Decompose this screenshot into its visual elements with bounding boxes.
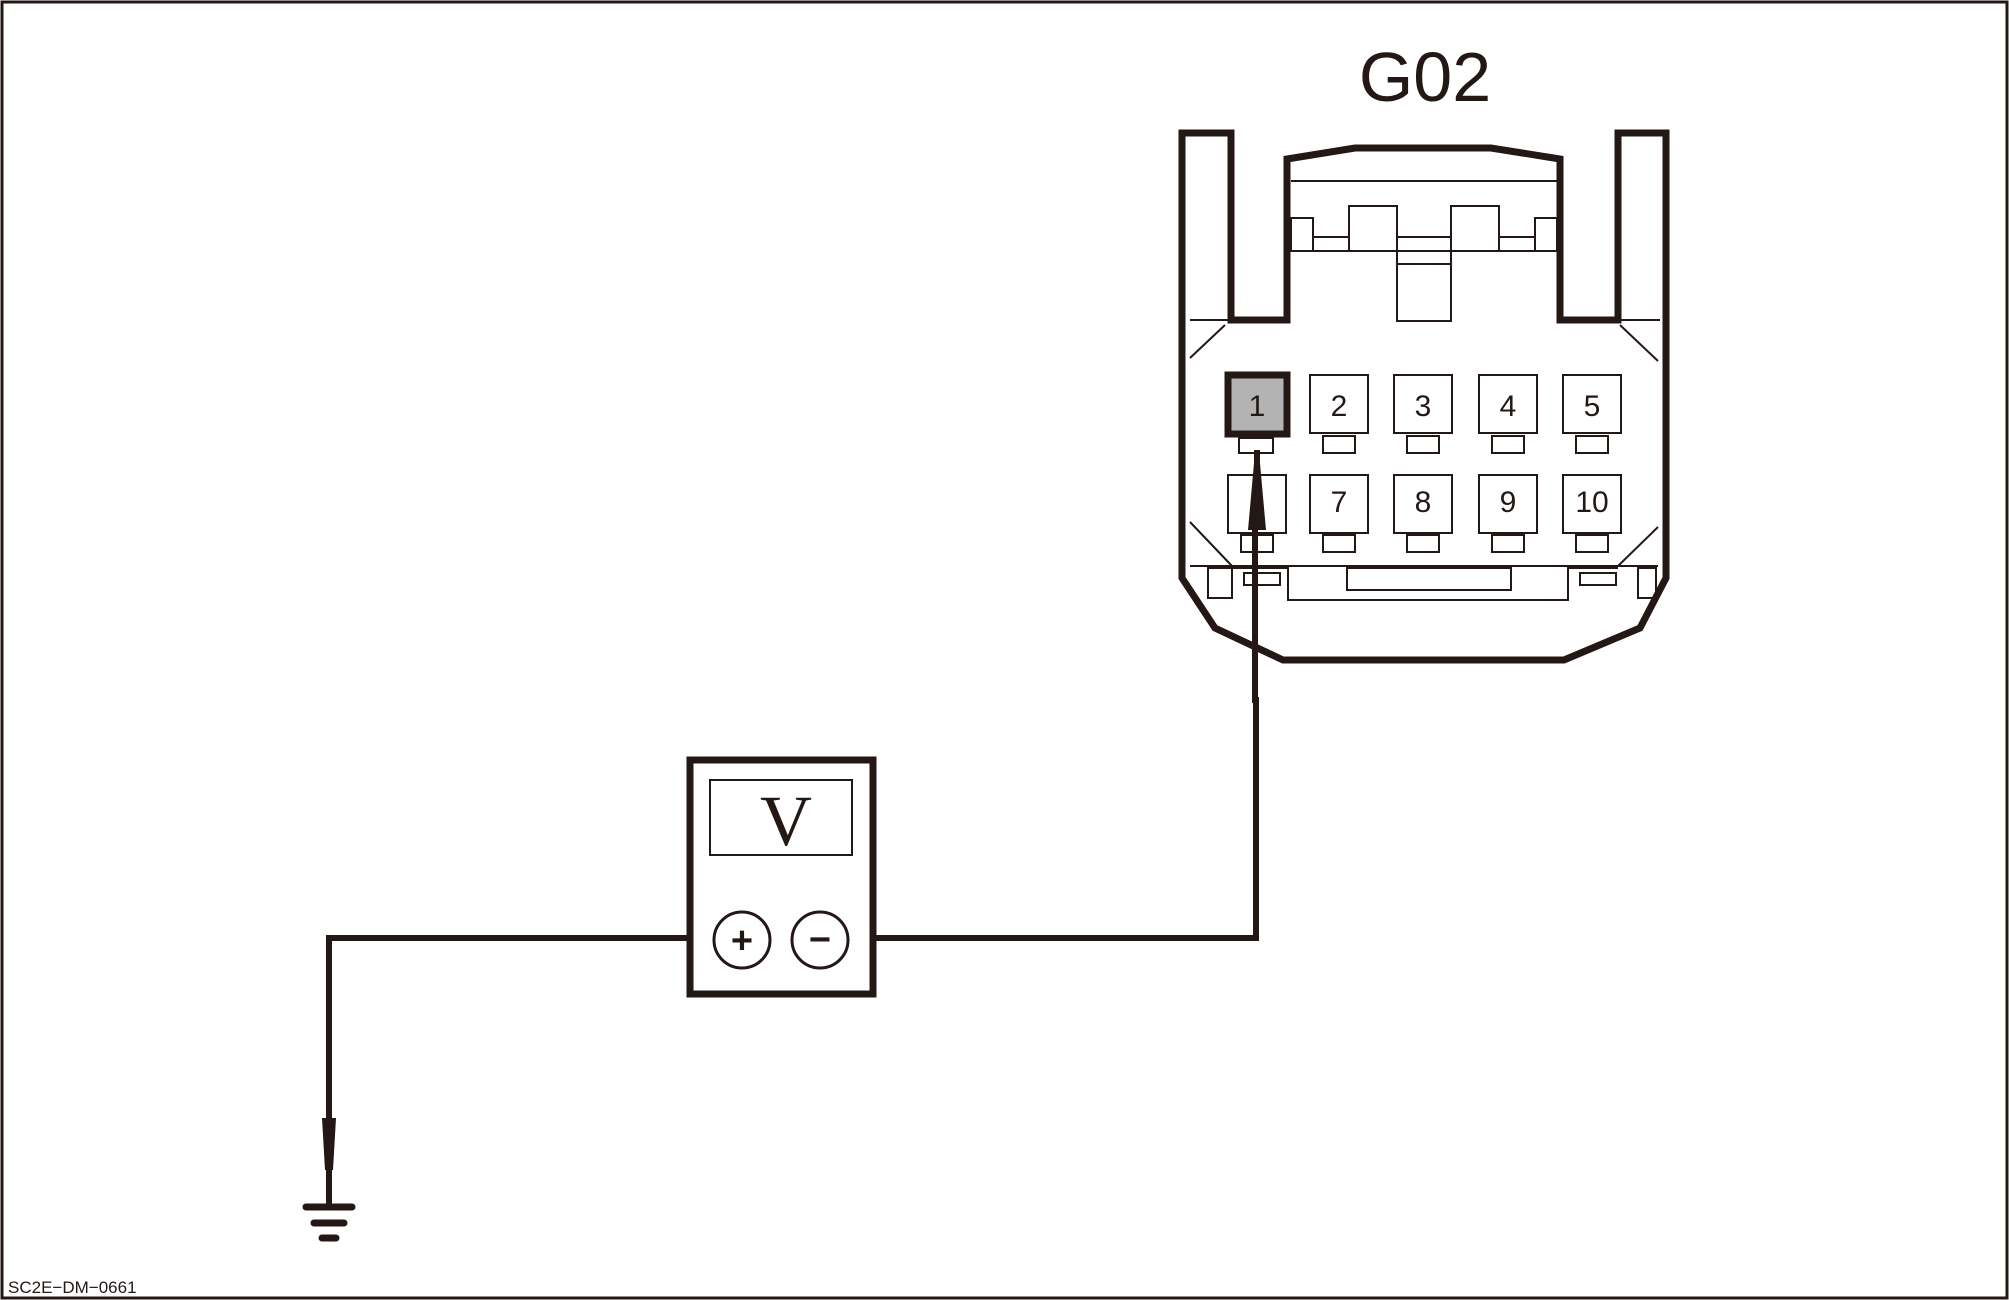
connector-g02: 1 2 3 4 5 — [1178, 129, 1670, 664]
voltmeter: V + − — [686, 756, 877, 998]
voltmeter-label: V — [760, 781, 812, 861]
diagram-code: SC2E−DM−0661 — [8, 1278, 137, 1297]
pin-3-label: 3 — [1415, 390, 1432, 423]
pin-1: 1 — [1224, 371, 1291, 454]
negative-symbol: − — [809, 919, 831, 961]
pin-4-label: 4 — [1500, 390, 1517, 423]
connector-bottom-detail — [1207, 567, 1657, 601]
pin-4: 4 — [1478, 374, 1538, 454]
pin-9: 9 — [1478, 474, 1538, 553]
pin-3: 3 — [1393, 374, 1453, 454]
negative-terminal: − — [790, 910, 850, 970]
connector-chamfers — [1189, 324, 1659, 567]
pin-7: 7 — [1309, 474, 1369, 553]
voltmeter-display — [709, 779, 853, 856]
pin-5: 5 — [1562, 374, 1622, 454]
positive-symbol: + — [731, 920, 753, 962]
probe-pin-1 — [1248, 450, 1266, 530]
positive-terminal: + — [712, 910, 772, 970]
pin-2: 2 — [1309, 374, 1369, 454]
wire-negative — [847, 530, 1259, 941]
ground-icon — [302, 1203, 356, 1242]
pin-5-label: 5 — [1584, 390, 1601, 423]
pin-8-label: 8 — [1415, 486, 1432, 519]
pin-1-label: 1 — [1249, 390, 1266, 423]
connector-title: G02 — [1359, 38, 1491, 116]
pin-10: 10 — [1562, 474, 1622, 553]
pin-9-label: 9 — [1500, 486, 1517, 519]
wire-positive — [326, 935, 713, 1120]
ground-probe — [322, 1118, 336, 1205]
pin-8: 8 — [1393, 474, 1453, 553]
connector-lock — [1290, 180, 1558, 322]
pin-10-label: 10 — [1575, 486, 1608, 519]
pin-2-label: 2 — [1331, 390, 1348, 423]
pin-7-label: 7 — [1331, 486, 1348, 519]
